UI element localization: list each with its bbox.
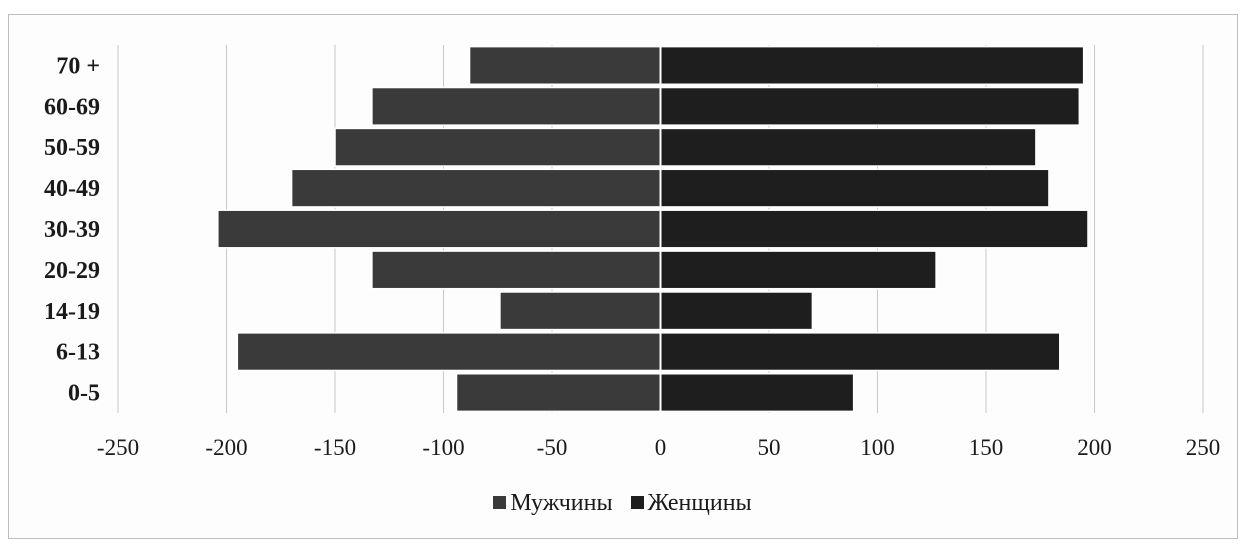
x-tick-label: 50 (758, 435, 781, 460)
bar-men (217, 209, 662, 249)
category-label: 6-13 (56, 340, 100, 366)
legend-label-women: Женщины (647, 490, 752, 516)
bar-men (499, 291, 662, 331)
x-tick-label: 150 (969, 435, 1004, 460)
x-tick-label: 100 (860, 435, 895, 460)
legend-label-men: Мужчины (510, 490, 613, 516)
x-tick-label: -250 (97, 435, 139, 460)
legend-item-men: Мужчины (493, 490, 613, 517)
x-tick-label: 250 (1186, 435, 1221, 460)
bar-women (659, 127, 1037, 167)
bar-men (236, 332, 662, 372)
bar-women (659, 86, 1081, 126)
bar-women (659, 332, 1061, 372)
category-label: 60-69 (44, 94, 100, 120)
category-label: 70 + (56, 53, 100, 79)
bar-men (455, 372, 662, 413)
category-label: 50-59 (44, 135, 100, 161)
bar-women (659, 45, 1085, 86)
x-tick-label: -150 (314, 435, 356, 460)
bar-men (290, 168, 662, 208)
population-pyramid-chart: -250 -200 -150 -100 -50 0 50 100 150 200 250 70 + 60… (44, 45, 1221, 460)
bar-women (659, 291, 814, 331)
bar-men (371, 86, 662, 126)
bar-women (659, 250, 937, 290)
category-label: 20-29 (44, 258, 100, 284)
x-tick-label: -200 (205, 435, 247, 460)
bar-men (371, 250, 662, 290)
legend-swatch-women (630, 496, 644, 509)
x-tick-label: 200 (1077, 435, 1112, 460)
legend: Мужчины Женщины (0, 490, 1245, 517)
bar-men (468, 45, 662, 86)
category-label: 40-49 (44, 176, 100, 202)
bar-women (659, 168, 1050, 208)
category-label: 0-5 (68, 381, 100, 407)
category-label: 30-39 (44, 217, 100, 243)
x-tick-label: 0 (655, 435, 667, 460)
x-tick-label: -50 (537, 435, 568, 460)
category-label: 14-19 (44, 299, 100, 325)
x-tick-label: -100 (422, 435, 464, 460)
bar-women (659, 209, 1089, 249)
bar-women (659, 372, 855, 413)
legend-swatch-men (493, 496, 507, 509)
legend-item-women: Женщины (630, 490, 752, 517)
bar-men (334, 127, 662, 167)
